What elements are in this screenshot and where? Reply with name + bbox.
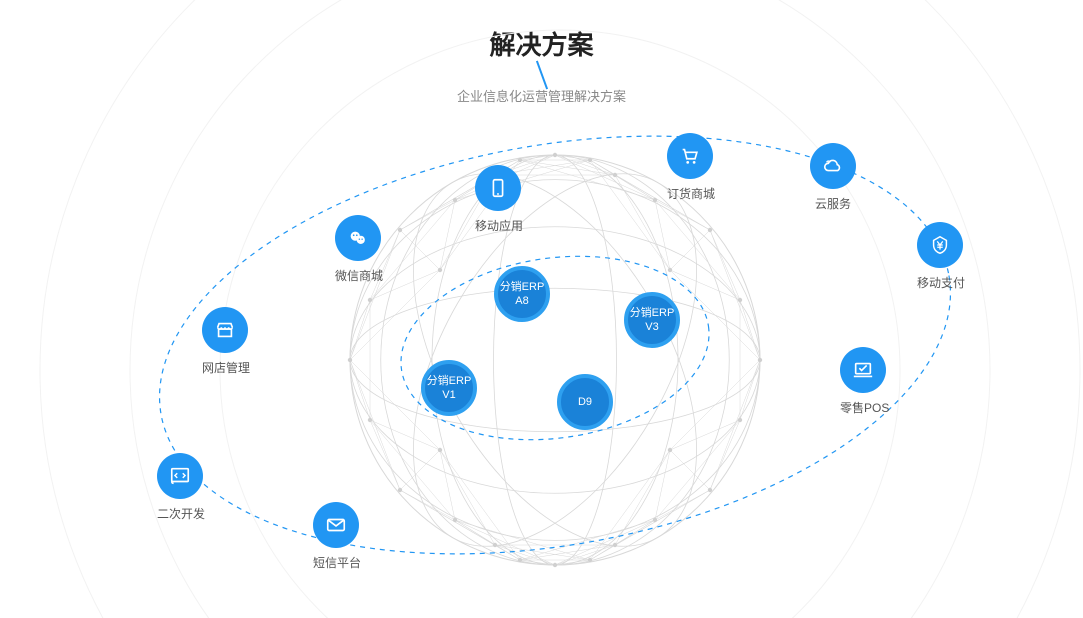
node-shop-mgmt[interactable]: 网店管理	[202, 307, 248, 376]
node-wechat-mall[interactable]: 微信商城	[335, 215, 381, 284]
center-node-sublabel: V3	[645, 320, 658, 334]
center-node-a8[interactable]: 分销ERPA8	[494, 266, 550, 322]
pos-icon	[840, 347, 886, 393]
yen-icon	[917, 222, 963, 268]
node-mobile-pay[interactable]: 移动支付	[917, 222, 963, 291]
node-label: 微信商城	[335, 267, 381, 284]
center-node-sublabel: A8	[515, 294, 528, 308]
node-cloud[interactable]: 云服务	[810, 143, 856, 212]
code-icon	[157, 453, 203, 499]
center-node-label: 分销ERP	[500, 280, 545, 294]
node-sms[interactable]: 短信平台	[313, 502, 359, 571]
mail-icon	[313, 502, 359, 548]
node-dev[interactable]: 二次开发	[157, 453, 203, 522]
wechat-icon	[335, 215, 381, 261]
center-node-label: D9	[578, 395, 592, 409]
node-mobile-app[interactable]: 移动应用	[475, 165, 521, 234]
node-label: 移动应用	[475, 217, 521, 234]
node-label: 云服务	[810, 195, 856, 212]
node-label: 短信平台	[313, 554, 359, 571]
node-pos[interactable]: 零售POS	[840, 347, 886, 416]
cloud-icon	[810, 143, 856, 189]
center-node-label: 分销ERP	[630, 306, 675, 320]
mobile-icon	[475, 165, 521, 211]
center-node-v1[interactable]: 分销ERPV1	[421, 360, 477, 416]
node-label: 零售POS	[840, 399, 886, 416]
node-label: 网店管理	[202, 359, 248, 376]
center-node-d9[interactable]: D9	[557, 374, 613, 430]
diagram-layer: 分销ERPA8分销ERPV3分销ERPV1D9移动应用订货商城云服务微信商城移动…	[0, 0, 1083, 618]
center-node-sublabel: V1	[442, 388, 455, 402]
node-order-mall[interactable]: 订货商城	[667, 133, 713, 202]
cart-icon	[667, 133, 713, 179]
shop-icon	[202, 307, 248, 353]
node-label: 订货商城	[667, 185, 713, 202]
center-node-v3[interactable]: 分销ERPV3	[624, 292, 680, 348]
node-label: 二次开发	[157, 505, 203, 522]
center-node-label: 分销ERP	[427, 374, 472, 388]
node-label: 移动支付	[917, 274, 963, 291]
